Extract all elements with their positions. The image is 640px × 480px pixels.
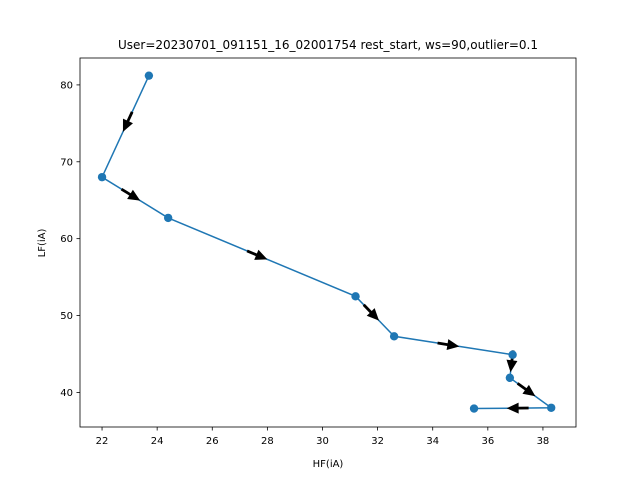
direction-arrow [506, 350, 518, 373]
y-tick-label: 40 [60, 388, 73, 399]
data-point [351, 292, 360, 301]
y-tick-label: 80 [60, 80, 73, 91]
x-tick-label: 34 [426, 436, 439, 447]
direction-arrow [120, 187, 141, 201]
y-axis-ticks: 40 50 60 70 80 [60, 80, 80, 399]
data-point [508, 350, 517, 359]
y-tick-label: 50 [60, 311, 73, 322]
x-tick-label: 30 [316, 436, 329, 447]
data-point [505, 373, 515, 382]
plot-frame [79, 57, 577, 428]
chart-title: User=20230701_091151_16_02001754 rest_st… [118, 38, 538, 52]
data-point [469, 404, 479, 413]
data-point [163, 213, 173, 223]
data-point [97, 172, 107, 182]
y-axis-label: LF(iA) [37, 229, 48, 258]
data-point [547, 403, 556, 412]
x-tick-label: 24 [151, 436, 164, 447]
direction-arrow [362, 303, 380, 321]
direction-arrow [506, 402, 529, 414]
x-axis-label: HF(iA) [313, 459, 344, 470]
x-tick-label: 38 [537, 436, 550, 447]
x-tick-label: 28 [261, 436, 274, 447]
y-tick-label: 60 [60, 234, 73, 245]
x-tick-label: 36 [481, 436, 494, 447]
direction-arrow [437, 339, 460, 351]
y-tick-label: 70 [60, 157, 73, 168]
series-line [101, 75, 554, 410]
direction-arrow [516, 382, 536, 397]
direction-arrow [122, 111, 134, 132]
x-axis-ticks: 22 24 26 28 30 32 34 36 38 [96, 427, 550, 447]
x-tick-label: 22 [96, 436, 109, 447]
data-point [144, 71, 154, 80]
direction-arrow [246, 249, 268, 260]
data-point [389, 332, 399, 341]
x-tick-label: 32 [371, 436, 384, 447]
series [97, 71, 556, 414]
x-tick-label: 26 [206, 436, 219, 447]
